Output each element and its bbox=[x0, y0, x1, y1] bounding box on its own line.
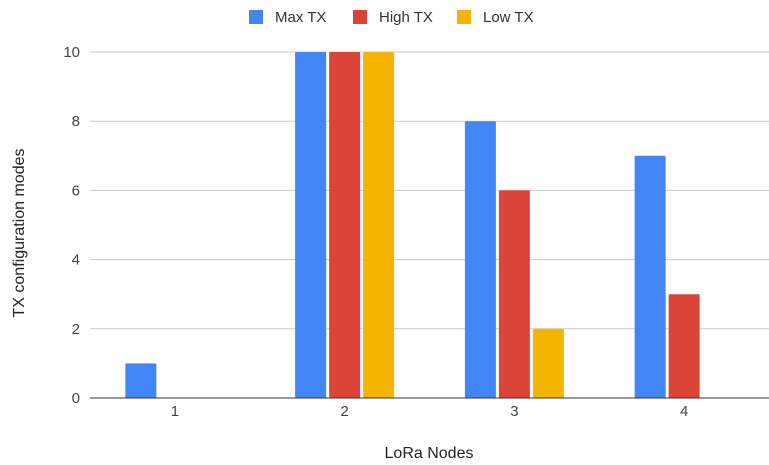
legend-swatch-max-tx bbox=[249, 10, 263, 24]
y-tick-label: 2 bbox=[72, 321, 80, 338]
bar-high-tx-2 bbox=[329, 52, 361, 398]
legend-label: Low TX bbox=[483, 9, 534, 26]
x-tick-labels: 1 2 3 4 bbox=[171, 403, 689, 420]
bar-max-tx-4 bbox=[634, 155, 666, 398]
y-tick-label: 4 bbox=[72, 252, 80, 269]
y-tick-label: 0 bbox=[72, 390, 80, 407]
x-axis-title: LoRa Nodes bbox=[385, 445, 474, 462]
bar-low-tx-3 bbox=[532, 328, 564, 398]
y-tick-labels: 0 2 4 6 8 10 bbox=[63, 44, 80, 407]
bar-high-tx-4 bbox=[668, 294, 700, 398]
x-tick-label: 2 bbox=[340, 403, 348, 420]
legend: Max TX High TX Low TX bbox=[249, 9, 534, 26]
bar-max-tx-3 bbox=[464, 121, 496, 398]
legend-swatch-low-tx bbox=[457, 10, 471, 24]
bar-max-tx-2 bbox=[295, 52, 327, 398]
x-tick-label: 3 bbox=[510, 403, 518, 420]
bars bbox=[125, 52, 700, 398]
grid-lines bbox=[90, 51, 769, 330]
x-tick-label: 1 bbox=[171, 403, 179, 420]
y-axis-title: TX configuration modes bbox=[11, 149, 28, 318]
legend-label: Max TX bbox=[275, 9, 326, 26]
legend-swatch-high-tx bbox=[353, 10, 367, 24]
bar-high-tx-3 bbox=[498, 190, 530, 398]
x-tick-label: 4 bbox=[680, 403, 688, 420]
y-tick-label: 10 bbox=[63, 44, 80, 61]
bar-max-tx-1 bbox=[125, 363, 157, 398]
y-tick-label: 8 bbox=[72, 113, 80, 130]
y-tick-label: 6 bbox=[72, 182, 80, 199]
legend-label: High TX bbox=[379, 9, 433, 26]
bar-low-tx-2 bbox=[363, 52, 395, 398]
